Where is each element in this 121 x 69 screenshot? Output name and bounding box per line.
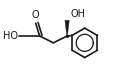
Polygon shape [65, 20, 69, 36]
Text: HO: HO [3, 31, 18, 41]
Text: O: O [32, 10, 40, 20]
Text: OH: OH [70, 9, 85, 19]
